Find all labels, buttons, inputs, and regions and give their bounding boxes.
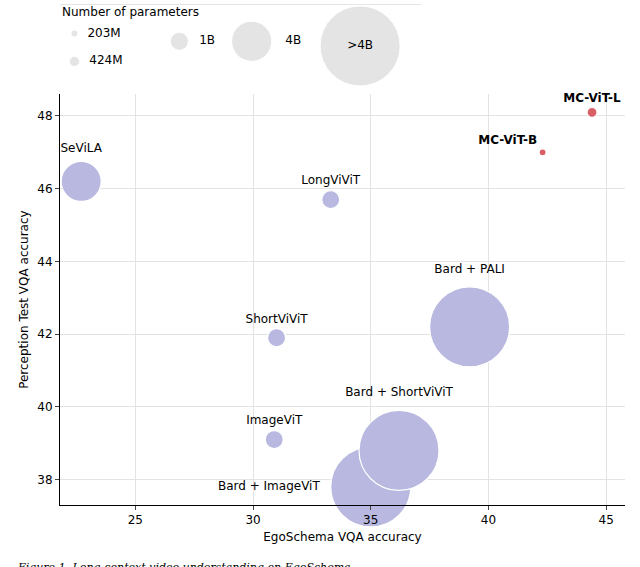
svg-text:42: 42 (37, 327, 52, 341)
svg-text:Bard + PALI: Bard + PALI (434, 262, 505, 276)
svg-text:46: 46 (37, 182, 52, 196)
svg-text:Perception Test VQA accuracy: Perception Test VQA accuracy (17, 210, 31, 389)
svg-text:4B: 4B (278, 33, 302, 47)
svg-text:424M: 424M (82, 53, 123, 67)
svg-text:Bard + ImageViT: Bard + ImageViT (218, 479, 320, 493)
svg-text:Figure 1. Long-context video u: Figure 1. Long-context video understandi… (17, 561, 351, 567)
svg-text:40: 40 (481, 513, 496, 527)
svg-text:38: 38 (37, 473, 52, 487)
svg-text:35: 35 (363, 513, 378, 527)
svg-text:LongViViT: LongViViT (301, 173, 361, 187)
svg-text:1B: 1B (192, 33, 216, 47)
svg-text:30: 30 (245, 513, 260, 527)
svg-text:Bard + ShortViViT: Bard + ShortViViT (345, 385, 453, 399)
svg-text:40: 40 (37, 400, 52, 414)
svg-text:MC-ViT-B: MC-ViT-B (478, 133, 537, 147)
svg-text:203M: 203M (80, 26, 121, 40)
svg-text:MC-ViT-L: MC-ViT-L (563, 91, 621, 105)
svg-text:SeViLA: SeViLA (60, 141, 102, 155)
svg-text:25: 25 (128, 513, 143, 527)
svg-text:48: 48 (37, 109, 52, 123)
svg-text:EgoSchema VQA accuracy: EgoSchema VQA accuracy (263, 530, 421, 544)
svg-text:>4B: >4B (347, 38, 373, 52)
svg-text:44: 44 (37, 255, 52, 269)
svg-text:ImageViT: ImageViT (246, 413, 303, 427)
svg-text:45: 45 (599, 513, 614, 527)
svg-text:Number of parameters: Number of parameters (62, 5, 199, 19)
svg-text:ShortViViT: ShortViViT (246, 312, 309, 326)
